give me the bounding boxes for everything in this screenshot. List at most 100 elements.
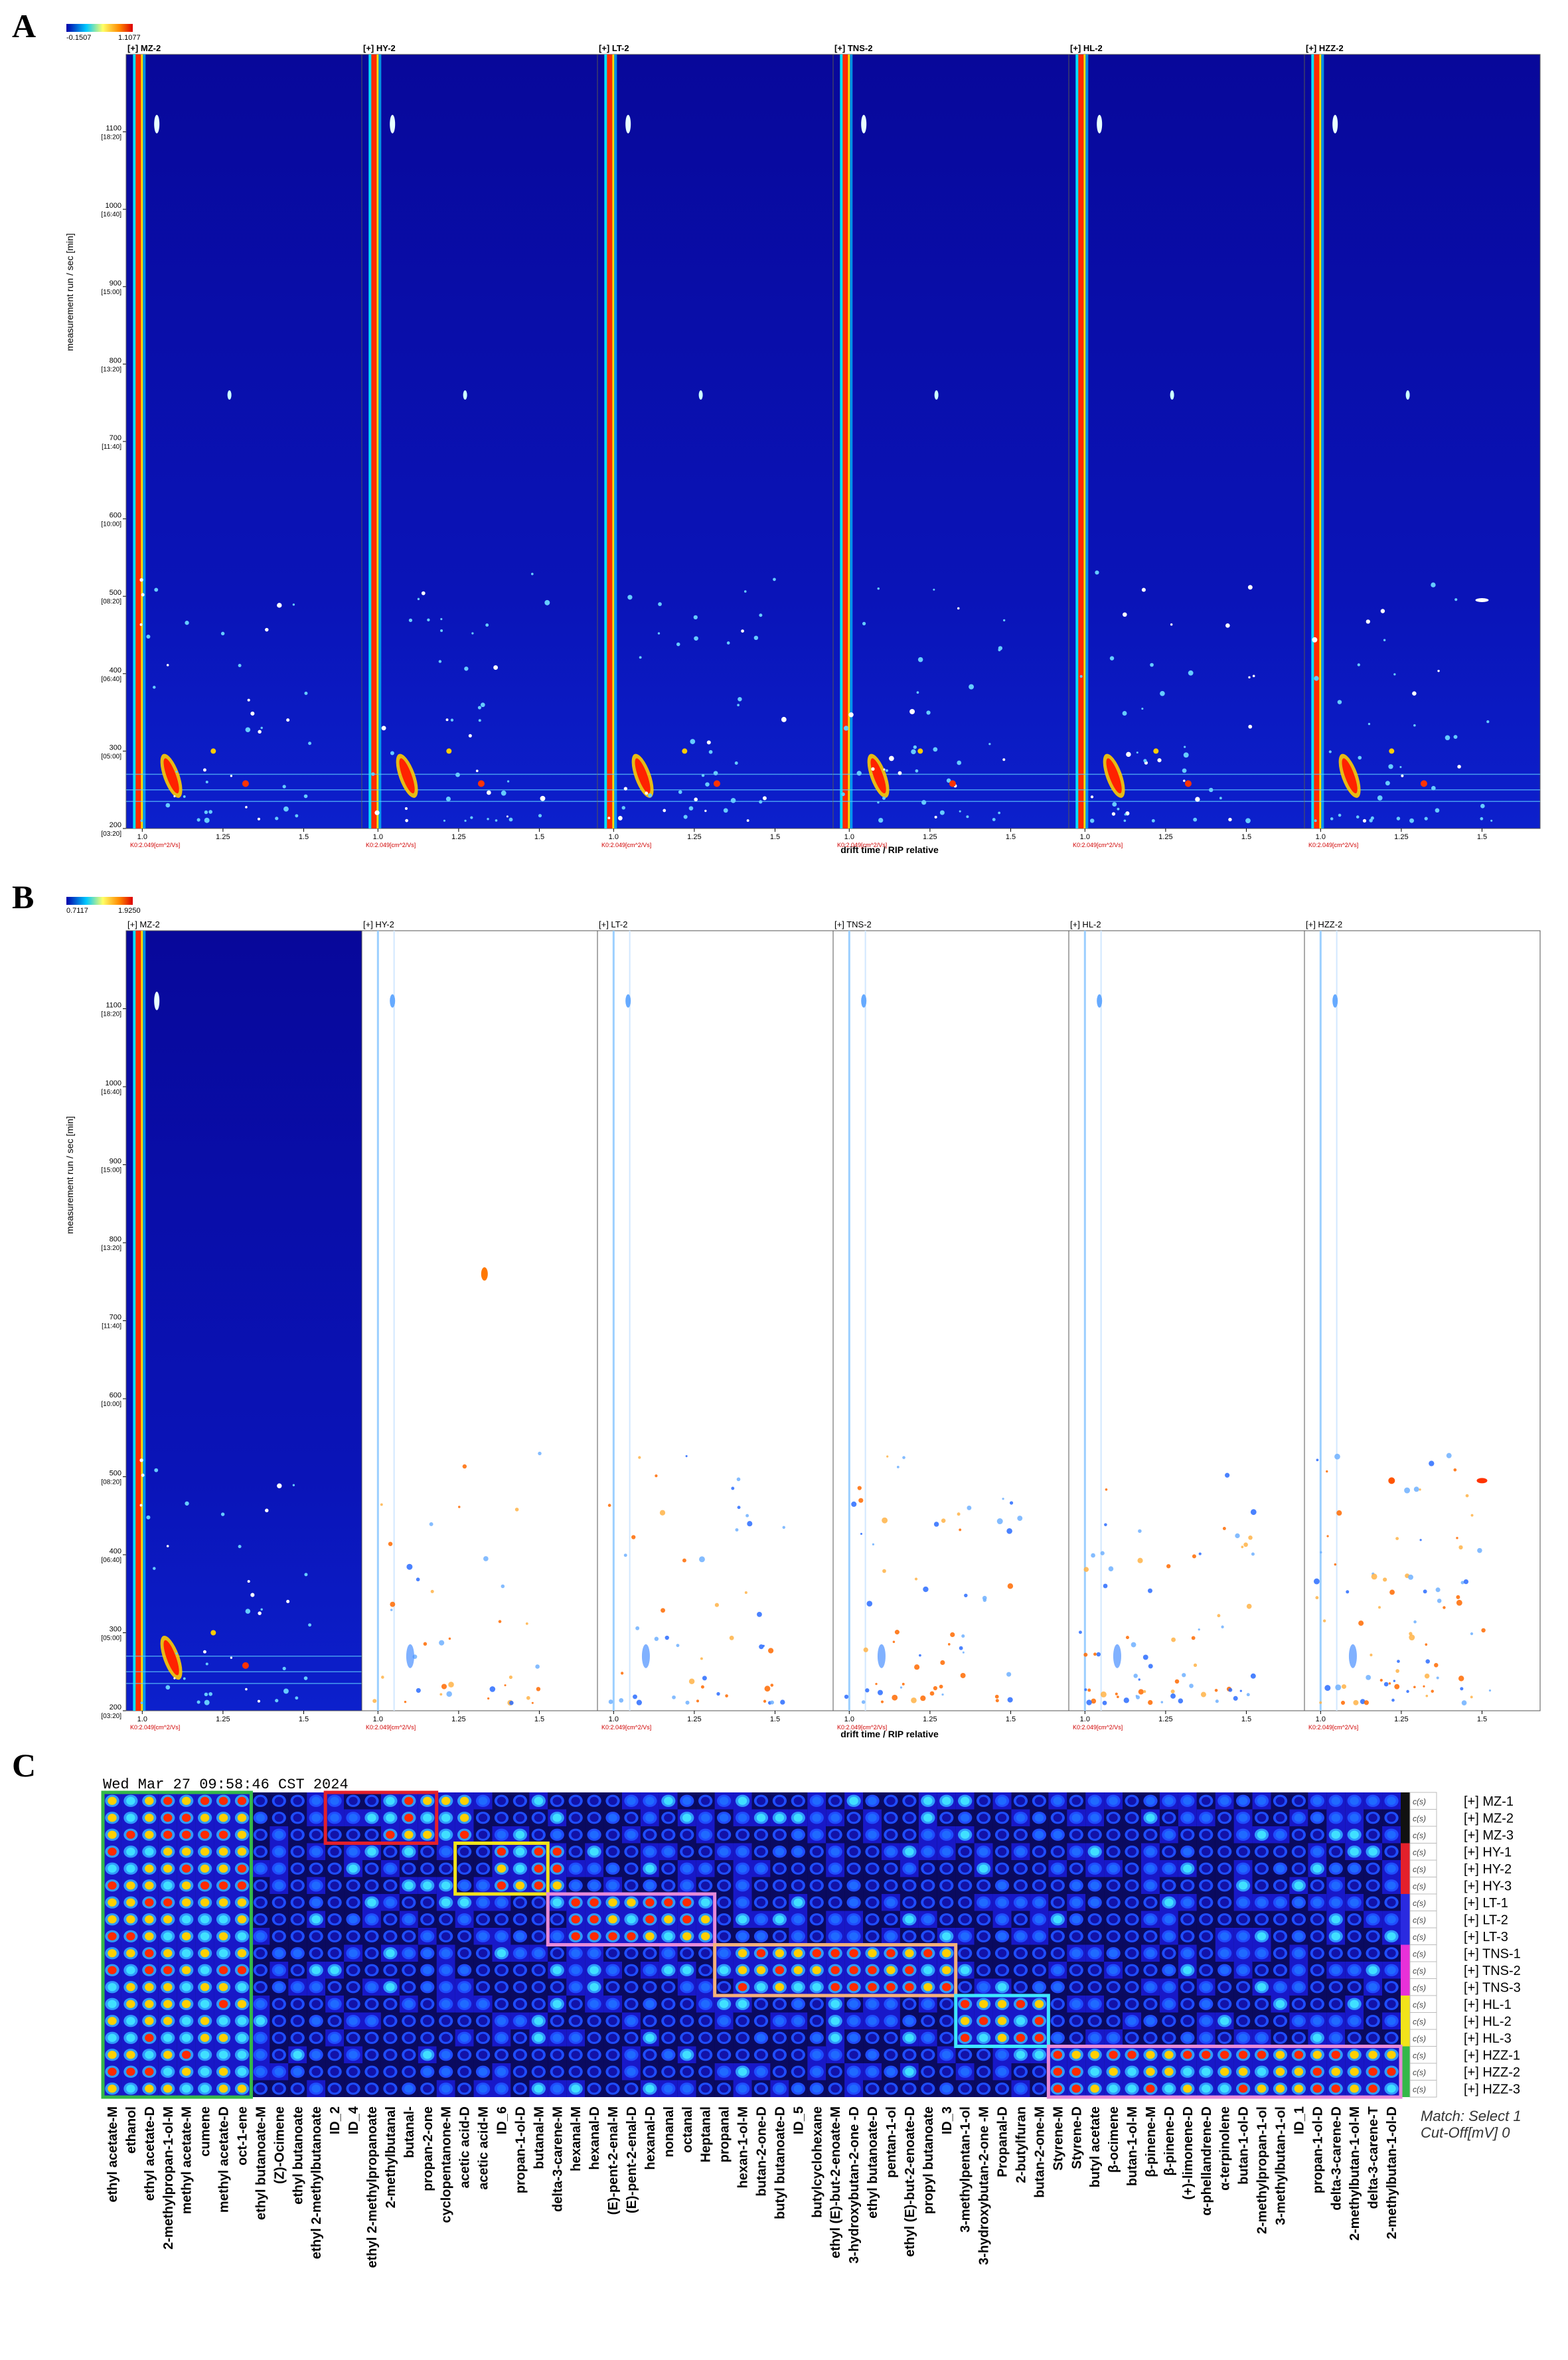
gallery-spot xyxy=(145,1881,154,1890)
row-label: [+] TNS-1 xyxy=(1464,1946,1521,1961)
signal-spot xyxy=(245,1688,248,1691)
gallery-spot xyxy=(1090,1830,1099,1839)
gallery-spot xyxy=(645,2051,655,2059)
gallery-spot xyxy=(1016,1966,1026,1974)
signal-spot xyxy=(257,1699,261,1703)
gallery-spot xyxy=(1016,2033,1026,2042)
gallery-spot xyxy=(293,1864,302,1873)
gallery-spot xyxy=(1127,2051,1137,2059)
signal-spot xyxy=(487,818,489,821)
gallery-spot xyxy=(571,2067,580,2076)
gallery-spot xyxy=(1109,2017,1118,2025)
gallery-spot xyxy=(645,2033,655,2042)
difference-spot xyxy=(1437,1599,1442,1603)
gallery-spot xyxy=(571,2017,580,2025)
gallery-spot xyxy=(404,2000,414,2008)
gallery-spot xyxy=(793,1949,803,1958)
group-color-strip xyxy=(1401,1792,1410,1844)
gallery-spot xyxy=(349,1949,358,1958)
gallery-spot xyxy=(1331,1848,1340,1856)
gallery-spot xyxy=(664,1915,673,1924)
gallery-spot xyxy=(942,2033,951,2042)
gallery-spot xyxy=(108,2067,117,2076)
gallery-spot xyxy=(775,2017,785,2025)
gallery-spot xyxy=(311,1848,321,1856)
gallery-spot xyxy=(552,1966,562,1974)
y-tick-time: [13:20] xyxy=(101,366,121,373)
gallery-spot xyxy=(942,2017,951,2025)
gallery-spot xyxy=(441,2051,451,2059)
signal-spot xyxy=(1385,781,1390,786)
gallery-spot xyxy=(163,1983,173,1992)
gallery-spot xyxy=(719,1814,729,1822)
gallery-spot xyxy=(404,2033,414,2042)
signal-spot xyxy=(1126,751,1131,757)
difference-spot xyxy=(1235,1533,1240,1539)
gallery-spot xyxy=(979,1864,988,1873)
signal-blob xyxy=(163,758,179,794)
signal-spot xyxy=(1245,818,1251,824)
signal-spot xyxy=(208,810,212,814)
difference-spot xyxy=(608,1699,613,1704)
gallery-spot xyxy=(534,2067,544,2076)
gallery-spot xyxy=(126,2000,135,2008)
gallery-spot xyxy=(756,2067,766,2076)
gallery-spot xyxy=(664,1966,673,1974)
gallery-spot xyxy=(830,2067,840,2076)
signal-spot xyxy=(477,780,485,787)
gallery-spot xyxy=(1053,1932,1063,1940)
difference-spot xyxy=(1250,1673,1256,1679)
gallery-spot xyxy=(367,1966,376,1974)
difference-spot xyxy=(1251,1552,1255,1556)
gallery-spot xyxy=(1294,1915,1304,1924)
difference-spot xyxy=(911,1697,917,1703)
column-label: (E)-pent-2-enal-M xyxy=(606,2106,621,2215)
gallery-spot xyxy=(218,1932,228,1940)
gallery-spot xyxy=(923,1932,933,1940)
difference-spot xyxy=(1100,1551,1105,1555)
gallery-spot xyxy=(1071,1898,1081,1907)
gallery-spot xyxy=(682,1830,692,1839)
difference-spot xyxy=(1115,1692,1118,1695)
difference-spot xyxy=(872,1543,875,1546)
difference-spot xyxy=(877,1690,884,1695)
gallery-spot xyxy=(608,1949,617,1958)
difference-spot xyxy=(982,1595,987,1601)
signal-spot xyxy=(693,615,698,620)
gallery-spot xyxy=(1146,2017,1155,2025)
gallery-spot xyxy=(997,1796,1007,1805)
difference-spot xyxy=(1182,1673,1186,1678)
gallery-spot xyxy=(1202,1848,1211,1856)
gallery-spot xyxy=(1183,1898,1192,1907)
gallery-spot xyxy=(1071,2085,1081,2093)
signal-spot xyxy=(445,718,449,722)
gallery-spot xyxy=(886,2051,896,2059)
gallery-spot xyxy=(905,1864,914,1873)
gallery-spot xyxy=(108,2017,117,2025)
gallery-spot xyxy=(1238,1932,1248,1940)
difference-spot xyxy=(1326,1470,1328,1473)
difference-spot xyxy=(525,1622,528,1625)
difference-spot xyxy=(526,1695,530,1700)
gallery-spot xyxy=(738,2067,747,2076)
gallery-spot xyxy=(386,2067,395,2076)
difference-spot xyxy=(1006,1528,1012,1534)
gallery-spot xyxy=(1257,1966,1267,1974)
gallery-spot xyxy=(237,1848,247,1856)
gallery-spot xyxy=(1312,1983,1322,1992)
signal-spot xyxy=(445,796,451,802)
gallery-spot xyxy=(682,1949,692,1958)
gallery-spot xyxy=(1387,1915,1396,1924)
gallery-spot xyxy=(1350,1881,1359,1890)
gallery-spot xyxy=(386,2051,395,2059)
gallery-spot xyxy=(497,1966,507,1974)
gallery-spot xyxy=(1183,2033,1192,2042)
gallery-spot xyxy=(589,2017,599,2025)
signal-spot xyxy=(1377,795,1383,801)
gallery-spot xyxy=(830,2017,840,2025)
signal-spot xyxy=(154,991,160,1010)
row-tag: c(s) xyxy=(1413,1932,1426,1942)
signal-spot xyxy=(204,817,210,823)
difference-spot xyxy=(1460,1687,1464,1691)
signal-spot xyxy=(277,603,282,608)
